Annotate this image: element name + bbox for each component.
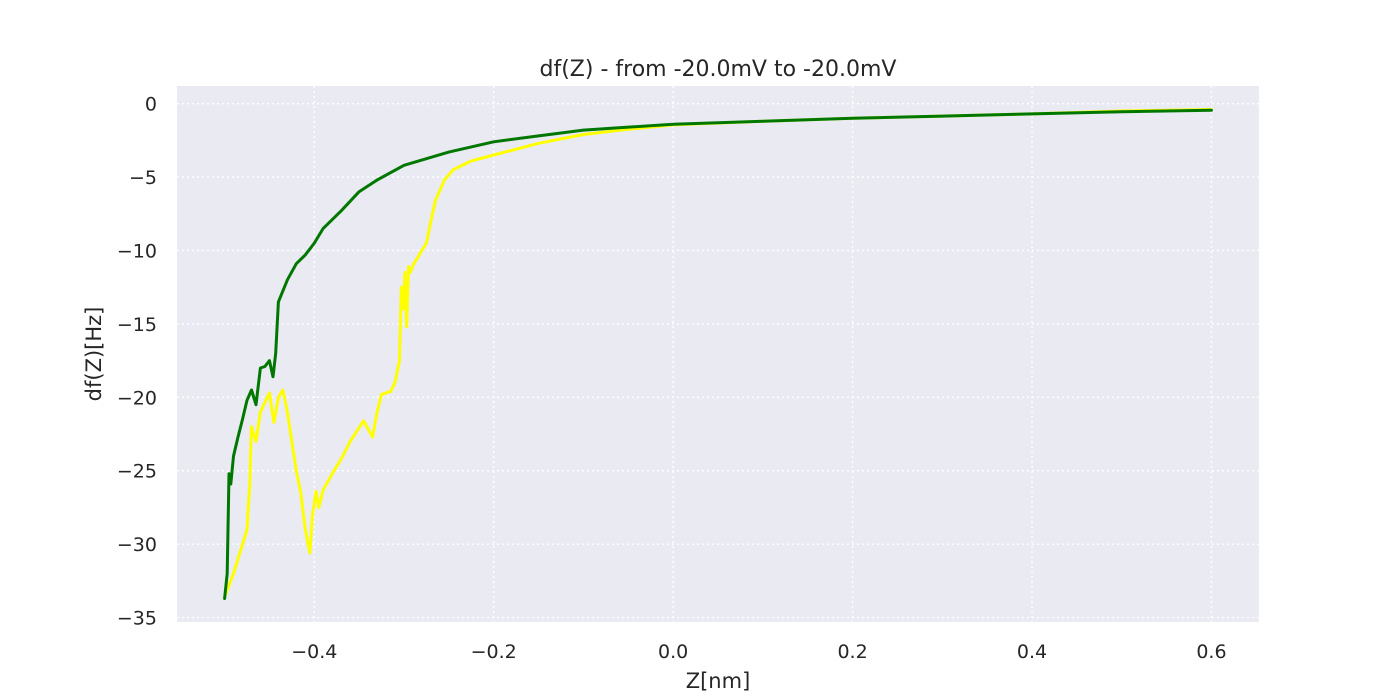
x-tick-label: −0.4: [291, 641, 337, 663]
x-tick-label: 0.4: [1017, 641, 1047, 663]
x-tick-label: 0.0: [658, 641, 688, 663]
y-tick-label: −20: [117, 387, 157, 409]
y-tick-label: −25: [117, 461, 157, 483]
x-tick-label: 0.6: [1196, 641, 1226, 663]
y-tick-label: −5: [129, 167, 157, 189]
grid-layer: [177, 86, 1259, 622]
series-line-1: [223, 108, 1213, 600]
series-line-0: [223, 108, 1213, 599]
x-tick-label: −0.2: [471, 641, 517, 663]
series-layer: [223, 108, 1213, 600]
x-axis-label: Z[nm]: [686, 669, 751, 693]
chart-title: df(Z) - from -20.0mV to -20.0mV: [540, 57, 897, 82]
y-tick-label: −35: [117, 608, 157, 630]
y-tick-label: −30: [117, 534, 157, 556]
y-axis-label: df(Z)[Hz]: [82, 307, 106, 402]
y-tick-label: 0: [145, 94, 157, 116]
y-tick-label: −15: [117, 314, 157, 336]
plot-background: [177, 86, 1259, 622]
y-tick-label: −10: [117, 240, 157, 262]
tick-layer: −0.4 −0.2 0.0 0.2 0.4 0.6 0 −5 −10 −15 −20 −25 −30 −3…: [117, 94, 1227, 663]
x-tick-label: 0.2: [837, 641, 867, 663]
